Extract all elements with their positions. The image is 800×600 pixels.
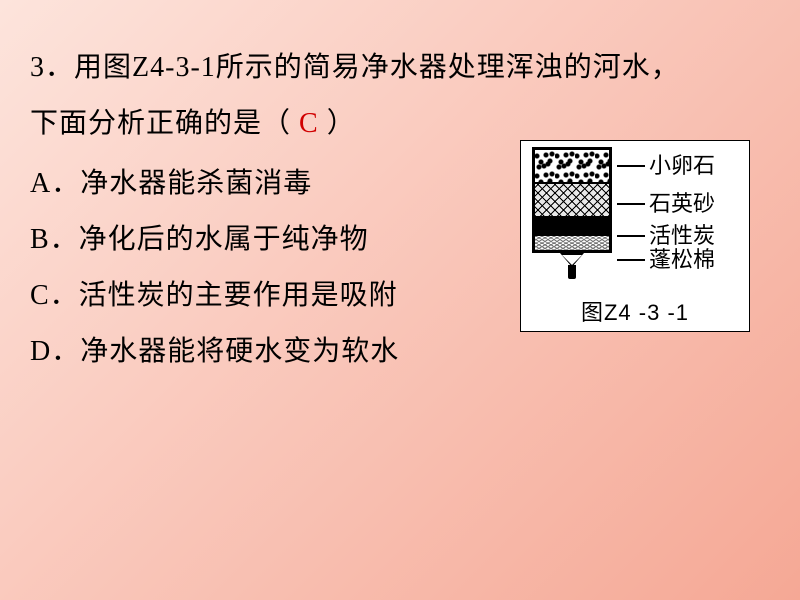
layer-carbon	[535, 218, 609, 236]
label-row-carbon: 活性炭	[617, 225, 743, 247]
question-number: 3．	[30, 52, 74, 83]
labels-column: 小卵石 石英砂 活性炭 蓬松棉	[617, 147, 743, 271]
label-sand: 石英砂	[649, 193, 715, 215]
funnel-icon	[560, 253, 584, 267]
layer-cotton	[535, 236, 609, 250]
label-cotton: 蓬松棉	[649, 249, 715, 271]
diagram-inner: 小卵石 石英砂 活性炭 蓬松棉	[527, 147, 743, 279]
label-carbon: 活性炭	[649, 225, 715, 247]
filter-column	[527, 147, 617, 279]
lead-line-icon	[617, 203, 645, 205]
lead-line-icon	[617, 165, 645, 167]
layer-sand	[535, 184, 609, 218]
diagram: 小卵石 石英砂 活性炭 蓬松棉 图Z4 -3 -1	[520, 140, 750, 332]
question-text-1: 用图Z4-3-1所示的简易净水器处理浑浊的河水，	[74, 52, 680, 83]
label-row-pebbles: 小卵石	[617, 155, 743, 177]
lead-line-icon	[617, 235, 645, 237]
slide-content: 3．用图Z4-3-1所示的简易净水器处理浑浊的河水， 下面分析正确的是（ C ）…	[0, 0, 800, 410]
filter-jar	[532, 147, 612, 253]
label-row-sand: 石英砂	[617, 193, 743, 215]
question-line-1: 3．用图Z4-3-1所示的简易净水器处理浑浊的河水，	[30, 40, 770, 96]
stem-icon	[568, 265, 576, 279]
question-text-2-post: ）	[327, 108, 356, 139]
label-row-cotton: 蓬松棉	[617, 249, 743, 271]
layer-pebbles	[535, 150, 609, 184]
question-text-2-pre: 下面分析正确的是（	[30, 108, 291, 139]
label-pebbles: 小卵石	[649, 155, 715, 177]
answer-letter: C	[299, 108, 319, 139]
option-d: D．净水器能将硬水变为软水	[30, 324, 770, 380]
diagram-caption: 图Z4 -3 -1	[527, 295, 743, 327]
lead-line-icon	[617, 259, 645, 261]
